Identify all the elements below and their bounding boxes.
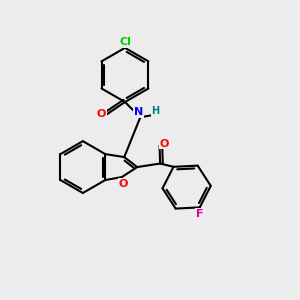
Text: F: F <box>196 209 203 219</box>
Text: N: N <box>134 107 143 117</box>
Text: H: H <box>152 106 160 116</box>
Text: O: O <box>118 178 128 189</box>
Text: O: O <box>160 139 169 148</box>
Text: O: O <box>96 109 106 119</box>
Text: Cl: Cl <box>119 37 131 47</box>
